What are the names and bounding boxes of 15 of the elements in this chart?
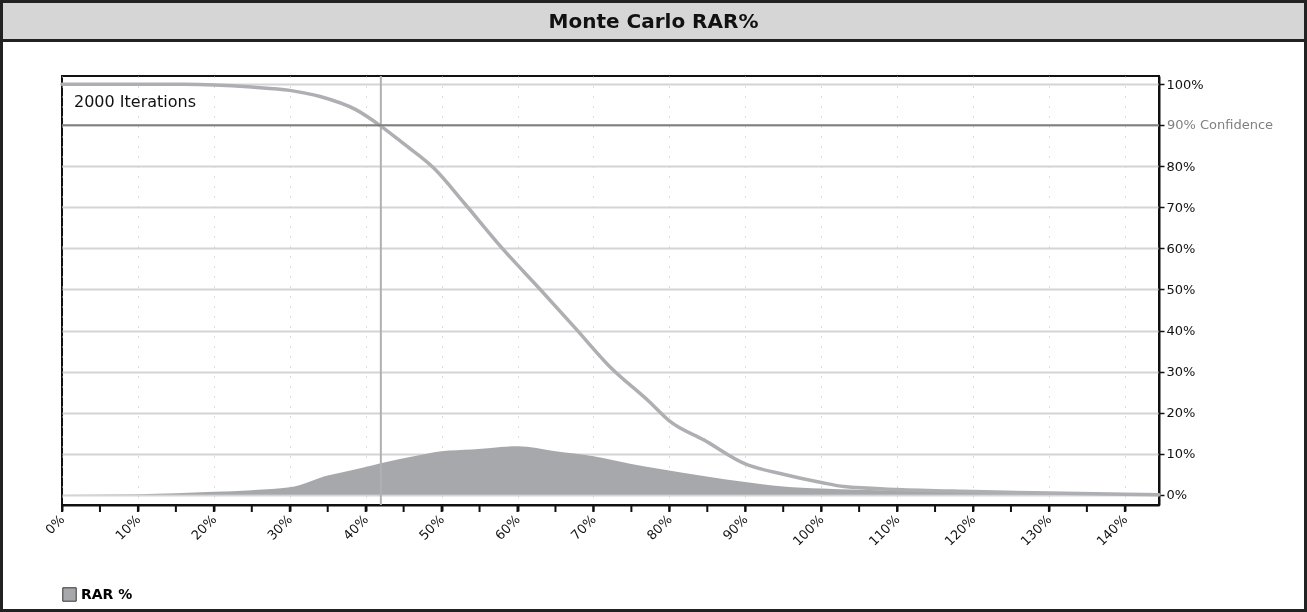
y-tick-label: 50% [1166, 281, 1196, 297]
chart-title: Monte Carlo RAR% [3, 3, 1304, 42]
y-tick-label: 100% [1166, 76, 1204, 92]
y-tick-label: 20% [1166, 405, 1196, 421]
y-tick-label: 30% [1166, 364, 1196, 380]
y-tick-label: 60% [1166, 240, 1196, 256]
y-tick-label: 80% [1166, 158, 1196, 174]
annotation: 2000 Iterations [74, 92, 197, 111]
legend-label: RAR % [81, 585, 133, 602]
y-tick-label: 70% [1166, 199, 1196, 215]
ref-line-label: 90% Confidence [1167, 117, 1274, 133]
x-tick-label: 0% [42, 511, 68, 538]
y-tick-label: 40% [1166, 323, 1196, 339]
y-tick-label: 10% [1166, 446, 1196, 462]
y-tick-label: 0% [1166, 487, 1188, 503]
